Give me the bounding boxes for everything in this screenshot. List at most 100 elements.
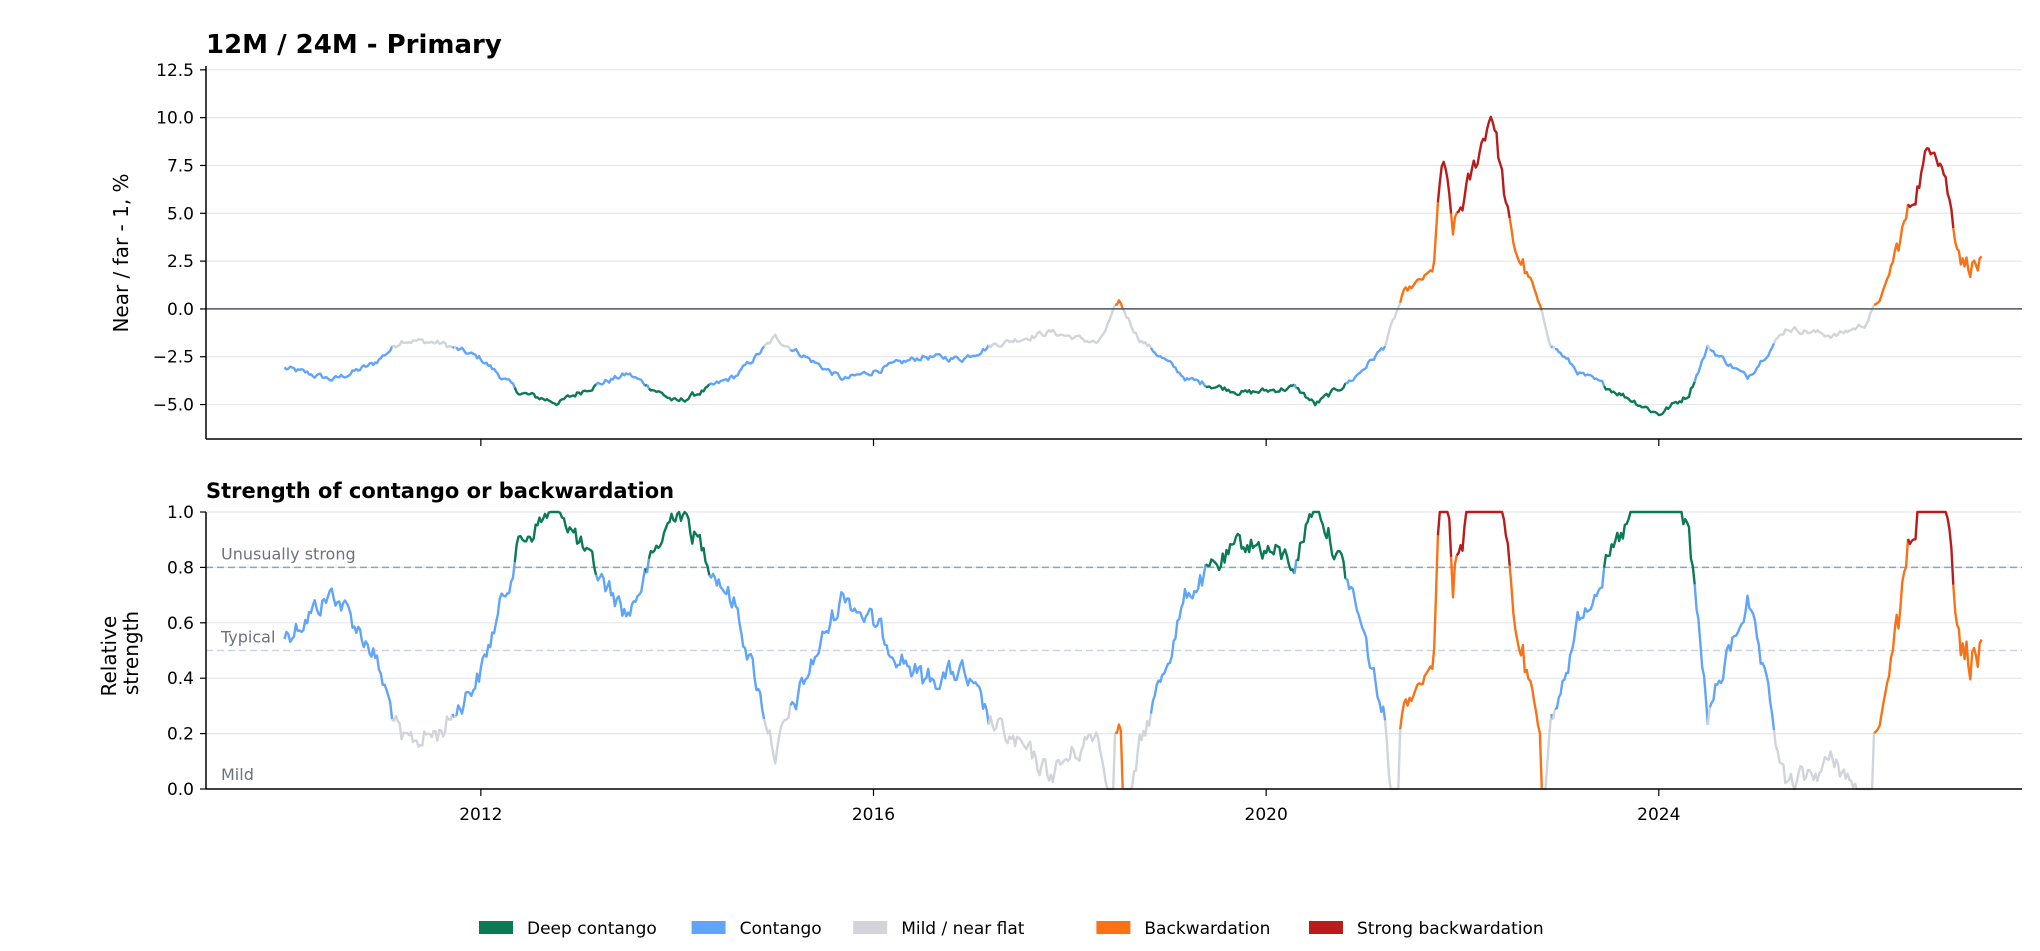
- top-y-ticks: −5.0 −2.5 0.0 2.5 5.0 7.5 10.0 12.5: [153, 61, 206, 416]
- level-segment-cont: [595, 372, 647, 387]
- top-y-tick-label: −2.5: [153, 348, 194, 368]
- strength-segment-deep: [1205, 532, 1296, 575]
- strength-segment-mild: [762, 705, 792, 765]
- reference-label: Unusually strong: [221, 544, 356, 563]
- strength-segment-mild: [1706, 707, 1711, 726]
- legend: Deep contango Contango Mild / near flat Bac…: [479, 919, 1544, 939]
- bottom-y-axis-label-line1: Relative: [97, 616, 121, 697]
- bottom-y-tick-label: 0.8: [167, 558, 194, 578]
- level-segment-cont: [1293, 384, 1298, 389]
- level-segment-back: [1508, 218, 1543, 311]
- top-y-tick-label: 7.5: [167, 156, 194, 176]
- strength-segment-mild: [1383, 720, 1402, 791]
- legend-label-strong: Strong backwardation: [1357, 919, 1544, 939]
- level-segment-back: [1115, 299, 1124, 309]
- level-segment-mild: [1552, 345, 1556, 350]
- strength-segment-cont: [594, 568, 647, 618]
- legend-swatch-deep: [479, 921, 513, 934]
- strength-segment-cont: [283, 587, 394, 720]
- strength-segment-deep: [513, 510, 598, 576]
- strength-segment-cont: [1149, 564, 1207, 714]
- legend-swatch-cont: [691, 921, 726, 934]
- bottom-series: [283, 510, 1983, 791]
- strength-segment-strong: [1455, 510, 1511, 566]
- level-segment-deep: [648, 383, 711, 403]
- strength-segment-strong: [1436, 510, 1453, 557]
- strength-segment-back: [1114, 723, 1124, 790]
- strength-segment-cont: [1345, 577, 1387, 721]
- strength-segment-mild: [987, 715, 1117, 791]
- bottom-gridlines: [206, 511, 2022, 735]
- strength-segment-back: [1449, 555, 1458, 599]
- bottom-chart-title: Strength of contango or backwardation: [206, 479, 674, 503]
- level-panel: 12M / 24M - Primary −5.0 −2.5 0.0 2.5 5.0 7.5…: [109, 30, 2022, 446]
- strength-segment-cont: [708, 572, 766, 720]
- bottom-y-tick-label: 1.0: [167, 503, 194, 523]
- top-y-tick-label: −5.0: [153, 396, 194, 416]
- bottom-y-tick-label: 0.0: [167, 780, 194, 800]
- level-segment-mild: [987, 304, 1117, 349]
- level-segment-back: [1399, 202, 1440, 304]
- level-segment-cont: [708, 345, 765, 386]
- level-segment-back: [1952, 227, 1983, 279]
- bottom-y-axis-label: Relative strength: [97, 609, 143, 696]
- strength-segment-cont: [1708, 594, 1776, 731]
- level-segment-strong: [1456, 115, 1511, 219]
- strength-segment-cont: [645, 558, 651, 574]
- bottom-y-tick-label: 0.6: [167, 614, 194, 634]
- top-y-axis-label: Near / far - 1, %: [109, 173, 133, 332]
- level-segment-back: [1449, 212, 1458, 236]
- top-x-ticks: [480, 439, 1660, 446]
- strength-segment-mild: [391, 713, 454, 748]
- reference-lines: Unusually strong Typical Mild: [206, 544, 2022, 784]
- strength-segment-back: [1399, 535, 1440, 730]
- top-series: [283, 115, 1983, 417]
- legend-swatch-mild: [853, 921, 888, 934]
- strength-segment-strong: [1906, 510, 1955, 585]
- top-y-tick-label: 0.0: [167, 300, 194, 320]
- strength-segment-deep: [1296, 510, 1347, 579]
- level-segment-mild: [763, 333, 792, 351]
- strength-segment-cont: [789, 591, 990, 725]
- level-segment-cont: [1693, 344, 1710, 383]
- reference-label: Typical: [220, 628, 275, 647]
- bottom-y-tick-label: 0.2: [167, 725, 194, 745]
- strength-segment-mild: [453, 714, 458, 719]
- strength-segment-back: [1508, 565, 1543, 790]
- top-gridlines: [206, 69, 2022, 406]
- bottom-y-tick-label: 0.4: [167, 669, 194, 689]
- strength-panel: Strength of contango or backwardation Un…: [97, 479, 2022, 825]
- strength-segment-back: [1952, 584, 1983, 681]
- bottom-x-ticks: 2012 2016 2020 2024: [459, 789, 1680, 825]
- top-y-tick-label: 2.5: [167, 252, 194, 272]
- level-segment-cont: [789, 344, 990, 381]
- strength-segment-mild: [1772, 730, 1876, 791]
- level-segment-mild: [1706, 344, 1711, 350]
- level-segment-cont: [1554, 347, 1606, 387]
- level-segment-strong: [1907, 147, 1955, 229]
- legend-label-deep: Deep contango: [527, 919, 657, 939]
- legend-label-mild: Mild / near flat: [901, 919, 1025, 939]
- level-segment-cont: [1709, 342, 1776, 380]
- strength-segment-mild: [1551, 708, 1557, 720]
- level-segment-back: [1873, 204, 1910, 307]
- bottom-x-tick-label: 2020: [1245, 805, 1288, 825]
- legend-swatch-back: [1096, 921, 1131, 934]
- bottom-x-tick-label: 2016: [852, 805, 895, 825]
- level-segment-cont: [645, 384, 650, 390]
- reference-label: Mild: [221, 765, 254, 784]
- level-segment-deep: [513, 383, 597, 407]
- legend-label-back: Backwardation: [1144, 919, 1270, 939]
- legend-label-cont: Contango: [740, 919, 822, 939]
- top-chart-title: 12M / 24M - Primary: [206, 30, 502, 60]
- strength-segment-mild: [1541, 713, 1553, 791]
- level-segment-mild: [1121, 307, 1153, 349]
- level-segment-cont: [1149, 347, 1207, 388]
- strength-segment-mild: [1122, 713, 1153, 791]
- bottom-y-ticks: 0.0 0.2 0.4 0.6 0.8 1.0: [167, 503, 206, 800]
- strength-segment-cont: [1693, 584, 1710, 725]
- strength-segment-deep: [647, 510, 711, 576]
- strength-segment-back: [1873, 538, 1910, 735]
- level-segment-strong: [1436, 160, 1453, 214]
